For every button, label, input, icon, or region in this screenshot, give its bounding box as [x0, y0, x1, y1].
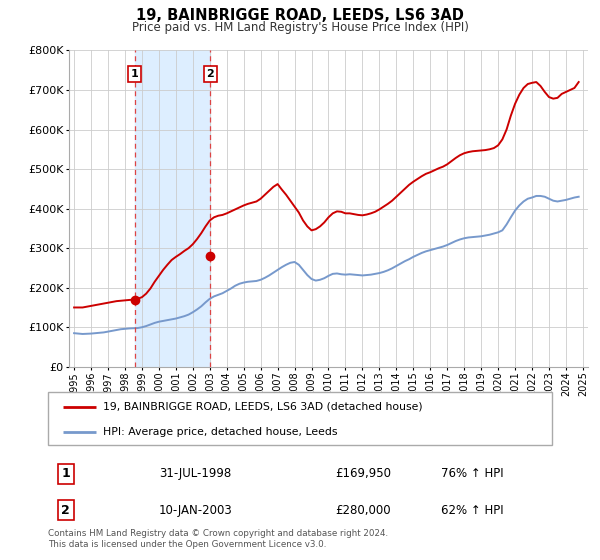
Text: Contains HM Land Registry data © Crown copyright and database right 2024.
This d: Contains HM Land Registry data © Crown c…: [48, 529, 388, 549]
Text: 19, BAINBRIGGE ROAD, LEEDS, LS6 3AD: 19, BAINBRIGGE ROAD, LEEDS, LS6 3AD: [136, 8, 464, 24]
Bar: [135, 50, 210, 367]
Text: £280,000: £280,000: [335, 503, 391, 517]
Text: 19, BAINBRIGGE ROAD, LEEDS, LS6 3AD (detached house): 19, BAINBRIGGE ROAD, LEEDS, LS6 3AD (det…: [103, 402, 423, 412]
Text: 1: 1: [131, 69, 139, 79]
Text: 1: 1: [61, 467, 70, 480]
Text: 2: 2: [61, 503, 70, 517]
Text: 62% ↑ HPI: 62% ↑ HPI: [441, 503, 504, 517]
Text: HPI: Average price, detached house, Leeds: HPI: Average price, detached house, Leed…: [103, 427, 338, 437]
Text: 10-JAN-2003: 10-JAN-2003: [159, 503, 233, 517]
Text: 2: 2: [206, 69, 214, 79]
Text: £169,950: £169,950: [335, 467, 391, 480]
Text: Price paid vs. HM Land Registry's House Price Index (HPI): Price paid vs. HM Land Registry's House …: [131, 21, 469, 34]
Text: 76% ↑ HPI: 76% ↑ HPI: [441, 467, 504, 480]
Text: 31-JUL-1998: 31-JUL-1998: [159, 467, 231, 480]
